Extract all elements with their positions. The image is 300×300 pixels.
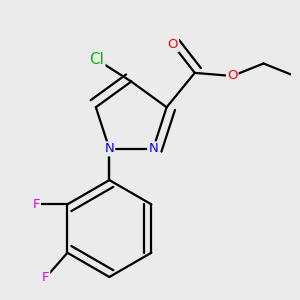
Text: N: N [148,142,158,155]
Text: Cl: Cl [89,52,104,67]
Text: O: O [168,38,178,51]
Text: O: O [227,70,238,83]
Text: F: F [42,271,49,284]
Text: N: N [104,142,114,155]
Text: F: F [32,198,40,211]
